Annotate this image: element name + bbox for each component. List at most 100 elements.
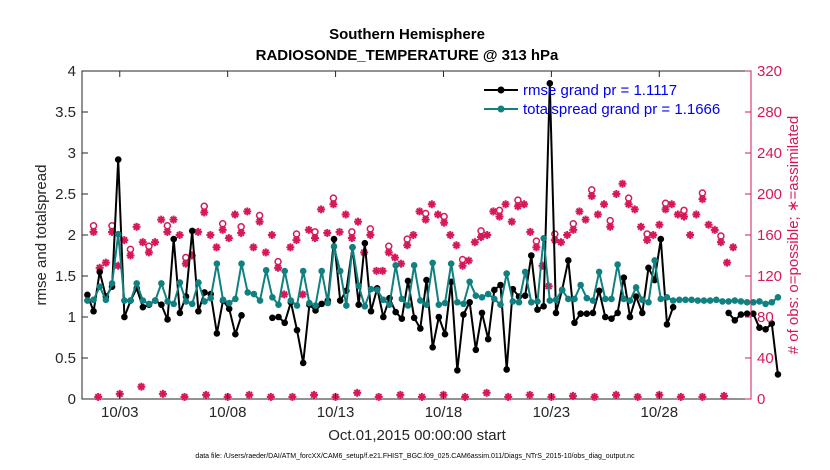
totalspread-point [756,298,763,305]
y-right-tick-label: 160 [757,227,782,244]
rmse-point [84,291,91,299]
obs-possible-marker [680,206,688,215]
rmse-point [312,307,319,314]
legend-rmse-label: rmse grand pr = 1.1117 [523,82,677,99]
rmse-point [571,319,578,327]
y-axis-left-label: rmse and totalspread [33,165,50,306]
obs-assimilated-marker [390,253,399,262]
totalspread-point [491,295,498,303]
rmse-point [663,321,671,328]
x-tick-label: 10/23 [533,404,571,421]
totalspread-point [694,297,702,304]
rmse-point [435,313,443,321]
totalspread-point [546,297,554,304]
totalspread-point [626,297,634,304]
obs-assimilated-marker [710,225,719,234]
totalspread-point [478,294,486,301]
obs-assimilated-marker [280,290,289,299]
rmse-point [620,274,628,281]
totalspread-point [620,295,628,303]
obs-possible-marker [569,219,578,228]
totalspread-point [201,298,208,305]
totalspread-point [336,267,344,275]
obs-assimilated-marker [464,256,473,265]
rmse-point [546,80,554,87]
obs-assimilated-marker [470,238,479,247]
obs-assimilated-marker [261,248,270,257]
totalspread-point [651,257,658,264]
series-layer [84,80,782,401]
totalspread-point [343,302,350,309]
obs-assimilated-marker [704,220,713,229]
rmse-point [121,313,128,321]
totalspread-point [663,294,671,301]
x-axis-label: Oct.01,2015 00:00:00 start [328,427,506,444]
rmse-point [139,303,147,311]
totalspread-point [330,243,338,250]
obs-assimilated-marker [427,200,436,209]
totalspread-point [762,300,769,308]
obs-assimilated-marker [101,258,110,267]
obs-bottom-marker [245,390,254,399]
totalspread-point [207,294,215,302]
obs-assimilated-marker [126,251,135,260]
obs-bottom-marker [158,389,167,398]
obs-possible-marker [292,230,301,238]
chart-subtitle: RADIOSONDE_TEMPERATURE @ 313 hPa [256,47,559,64]
obs-assimilated-marker [636,222,645,231]
totalspread-point [657,295,665,303]
totalspread-point [521,268,529,276]
totalspread-point [429,259,436,267]
rmse-point [330,235,338,243]
obs-assimilated-marker [206,231,215,239]
y-left-tick-label: 4 [68,63,76,80]
rmse-point [725,309,732,317]
rmse-point [90,307,97,315]
totalspread-point [367,285,375,293]
obs-possible-marker [126,245,135,254]
obs-assimilated-marker [618,179,627,188]
obs-assimilated-marker [526,227,535,236]
obs-assimilated-marker [89,227,98,236]
totalspread-point [552,296,560,304]
totalspread-point [682,296,689,304]
obs-assimilated-marker [341,210,350,219]
obs-possible-marker [421,209,430,218]
totalspread-point [114,230,122,238]
obs-assimilated-marker [329,200,338,209]
obs-possible-marker [311,228,319,236]
data-file-footnote: data file: /Users/raeder/DAI/ATM_forcXX/… [195,453,635,460]
obs-assimilated-marker [600,200,609,209]
obs-possible-marker [624,194,633,202]
obs-assimilated-marker [274,263,283,272]
totalspread-point [669,297,677,304]
obs-possible-marker [717,232,725,240]
totalspread-point [90,296,97,304]
obs-assimilated-marker [581,215,590,224]
totalspread-point [219,296,227,304]
rmse-point [737,311,745,318]
rmse-point [361,239,369,247]
obs-assimilated-marker [556,238,565,247]
rmse-point [281,319,288,327]
obs-bottom-marker [202,390,211,399]
y-axis-right-label: # of obs: o=possible; ∗=assimilated [785,116,802,355]
y-right-tick-label: 240 [757,145,782,162]
obs-bottom-marker [504,392,513,401]
obs-assimilated-marker [667,200,676,209]
totalspread-point [602,295,609,303]
rmse-point [632,293,640,300]
y-left-tick-label: 3.5 [55,104,76,121]
obs-possible-marker [274,257,282,266]
rmse-point [768,320,776,327]
totalspread-point [583,294,591,302]
rmse-point [158,301,165,309]
totalspread-point [571,295,578,303]
obs-assimilated-marker [249,243,258,252]
obs-possible-marker [643,230,651,238]
obs-bottom-marker [590,392,599,401]
totalspread-point [108,280,116,287]
rmse-point [669,303,677,311]
x-tick-label: 10/08 [209,404,247,421]
